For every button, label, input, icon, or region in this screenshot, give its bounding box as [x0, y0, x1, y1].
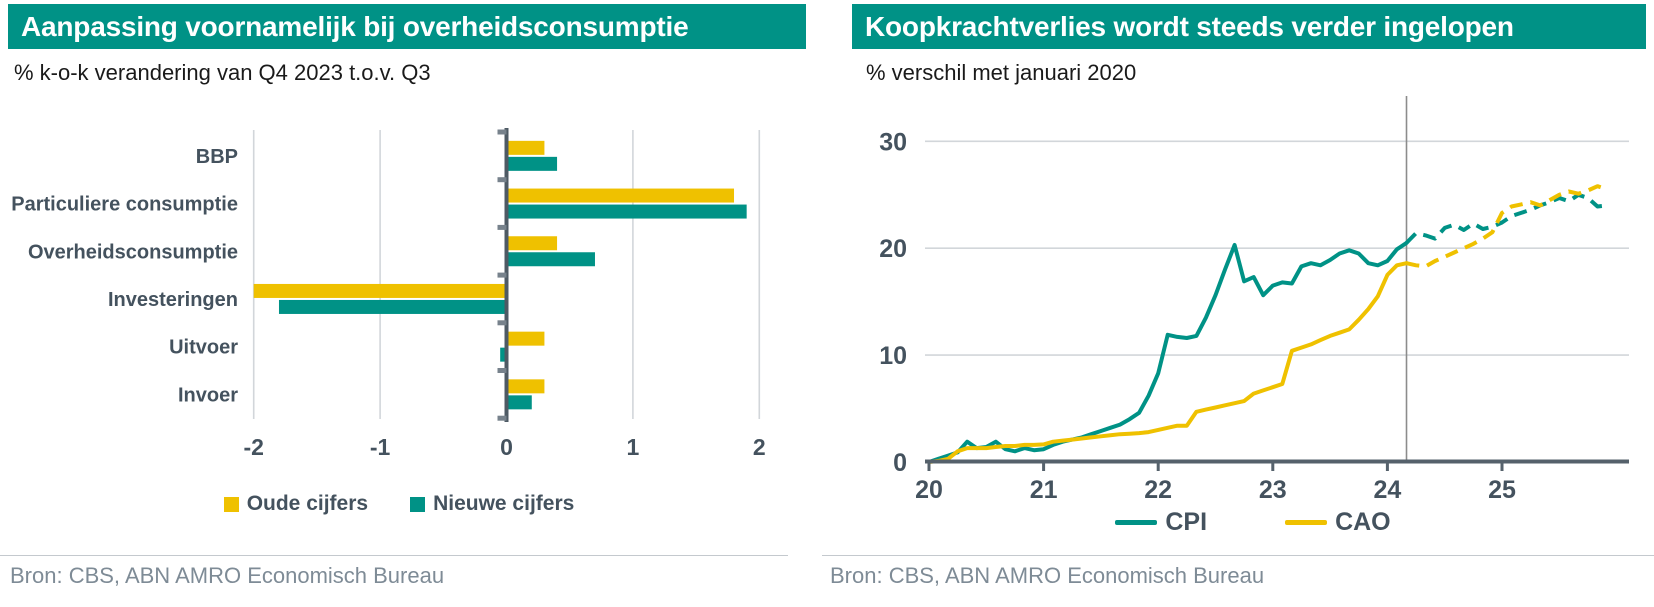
left-source-text: Bron: CBS, ABN AMRO Economisch Bureau	[10, 563, 445, 588]
left-footer-divider	[0, 555, 788, 556]
right-source-text: Bron: CBS, ABN AMRO Economisch Bureau	[830, 563, 1265, 588]
right-chart-title: Koopkrachtverlies wordt steeds verder in…	[865, 11, 1514, 42]
bar-oude-cijfers	[506, 236, 558, 251]
left-chart-title: Aanpassing voornamelijk bij overheidscon…	[21, 11, 689, 42]
cao-line-swatch-icon	[1285, 520, 1328, 525]
bar-oude-cijfers	[506, 188, 735, 203]
axis-tick	[497, 415, 507, 421]
left-chart-title-bar: Aanpassing voornamelijk bij overheidscon…	[8, 4, 806, 49]
x-tick-label: 2	[753, 434, 766, 460]
bar-nieuwe-cijfers	[506, 204, 747, 219]
x-tick-label: -2	[243, 434, 263, 460]
x-tick-label: -1	[370, 434, 391, 460]
bar-nieuwe-cijfers	[506, 395, 532, 410]
legend-label: CPI	[1165, 508, 1208, 536]
bar-chart-revisions: BBP Particuliere consumptie Overheidsconsu…	[11, 128, 766, 460]
axis-tick	[497, 224, 507, 230]
category-label: Uitvoer	[169, 337, 238, 359]
category-label: Overheidsconsumptie	[28, 241, 238, 263]
y-tick-label: 0	[893, 449, 907, 477]
series-cpi-forecast	[1405, 192, 1608, 245]
x-tick-label: 21	[1030, 476, 1058, 504]
axis-tick	[497, 272, 507, 278]
x-tick-label: 22	[1144, 476, 1172, 504]
legend-item-cao: CAO	[1285, 508, 1391, 537]
x-tick-label: 23	[1259, 476, 1287, 504]
x-tick-label: 0	[500, 434, 513, 460]
right-chart-legend: CPI CAO	[852, 508, 1654, 537]
x-tick-label: 24	[1373, 476, 1401, 504]
x-tick-label: 25	[1488, 476, 1516, 504]
category-label: Particuliere consumptie	[11, 194, 238, 216]
legend-label: Nieuwe cijfers	[433, 492, 575, 515]
series-cpi-history	[927, 240, 1409, 464]
left-chart-legend: Oude cijfers Nieuwe cijfers	[0, 492, 798, 516]
bar-oude-cijfers	[506, 379, 545, 394]
legend-item-nieuwe-cijfers: Nieuwe cijfers	[410, 492, 574, 516]
series-cao-history	[927, 261, 1409, 464]
y-tick-label: 30	[879, 128, 907, 156]
legend-item-cpi: CPI	[1115, 508, 1207, 537]
bar-oude-cijfers	[253, 283, 507, 298]
x-tick-label: 20	[915, 476, 943, 504]
right-chart-subtitle: % verschil met januari 2020	[866, 60, 1137, 85]
right-footer-divider	[822, 555, 1654, 556]
cpi-line-swatch-icon	[1115, 520, 1158, 525]
axis-tick	[497, 320, 507, 326]
bar-oude-cijfers	[506, 331, 545, 346]
right-chart-title-bar: Koopkrachtverlies wordt steeds verder in…	[852, 4, 1646, 49]
category-label: Invoer	[178, 384, 238, 406]
bar-oude-cijfers	[506, 140, 545, 155]
category-label: BBP	[196, 146, 238, 168]
line-chart-purchasing-power: 0 10 20 30 20 21 22 23 24 25	[879, 96, 1629, 504]
axis-tick	[497, 368, 507, 373]
bar-nieuwe-cijfers	[278, 299, 507, 314]
legend-label: Oude cijfers	[246, 492, 369, 515]
y-tick-label: 10	[879, 342, 907, 370]
series-cao-forecast	[1406, 184, 1608, 269]
legend-item-oude-cijfers: Oude cijfers	[223, 492, 369, 516]
x-tick-label: 1	[627, 434, 640, 460]
y-tick-label: 20	[879, 235, 907, 263]
nieuwe-cijfers-swatch-icon	[410, 496, 426, 512]
bar-nieuwe-cijfers	[506, 156, 558, 171]
legend-label: CAO	[1335, 508, 1391, 536]
axis-tick	[497, 129, 507, 135]
bar-nieuwe-cijfers	[500, 347, 507, 362]
oude-cijfers-swatch-icon	[223, 496, 239, 512]
left-chart-subtitle: % k-o-k verandering van Q4 2023 t.o.v. Q…	[14, 60, 431, 85]
bar-nieuwe-cijfers	[506, 252, 595, 267]
category-label: Investeringen	[108, 289, 238, 311]
axis-tick	[497, 177, 507, 183]
